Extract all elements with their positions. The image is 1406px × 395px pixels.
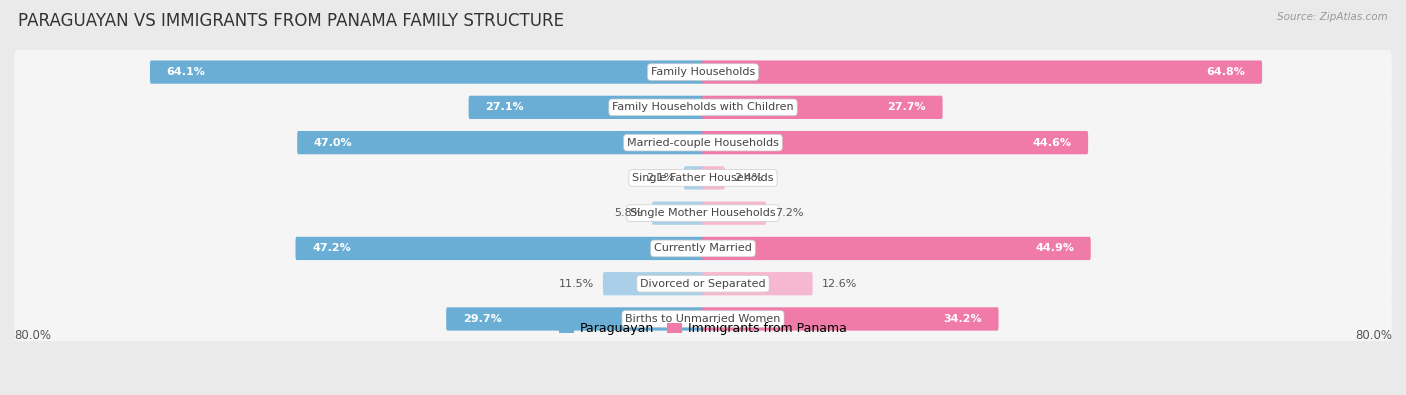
FancyBboxPatch shape — [14, 50, 1392, 94]
FancyBboxPatch shape — [702, 237, 1091, 260]
FancyBboxPatch shape — [683, 166, 704, 190]
Text: 64.1%: 64.1% — [166, 67, 205, 77]
Text: Married-couple Households: Married-couple Households — [627, 137, 779, 148]
Text: Single Father Households: Single Father Households — [633, 173, 773, 183]
Text: 2.1%: 2.1% — [647, 173, 675, 183]
FancyBboxPatch shape — [702, 201, 766, 225]
Text: 80.0%: 80.0% — [14, 329, 51, 342]
FancyBboxPatch shape — [468, 96, 704, 119]
Text: 7.2%: 7.2% — [775, 208, 804, 218]
Text: 27.7%: 27.7% — [887, 102, 927, 112]
FancyBboxPatch shape — [14, 226, 1392, 271]
FancyBboxPatch shape — [702, 272, 813, 295]
Text: 27.1%: 27.1% — [485, 102, 524, 112]
Text: 2.4%: 2.4% — [734, 173, 762, 183]
Text: Source: ZipAtlas.com: Source: ZipAtlas.com — [1277, 12, 1388, 22]
Text: 47.2%: 47.2% — [312, 243, 350, 254]
Text: Births to Unmarried Women: Births to Unmarried Women — [626, 314, 780, 324]
FancyBboxPatch shape — [702, 96, 942, 119]
Text: 47.0%: 47.0% — [314, 137, 353, 148]
Text: 80.0%: 80.0% — [1355, 329, 1392, 342]
FancyBboxPatch shape — [702, 131, 1088, 154]
FancyBboxPatch shape — [150, 60, 704, 84]
Text: 34.2%: 34.2% — [943, 314, 981, 324]
Text: Family Households with Children: Family Households with Children — [612, 102, 794, 112]
FancyBboxPatch shape — [14, 297, 1392, 341]
Text: 5.8%: 5.8% — [614, 208, 643, 218]
Text: Single Mother Households: Single Mother Households — [630, 208, 776, 218]
FancyBboxPatch shape — [702, 166, 724, 190]
FancyBboxPatch shape — [603, 272, 704, 295]
Text: PARAGUAYAN VS IMMIGRANTS FROM PANAMA FAMILY STRUCTURE: PARAGUAYAN VS IMMIGRANTS FROM PANAMA FAM… — [18, 12, 564, 30]
Text: 64.8%: 64.8% — [1206, 67, 1246, 77]
Text: 29.7%: 29.7% — [463, 314, 502, 324]
Text: 44.6%: 44.6% — [1032, 137, 1071, 148]
FancyBboxPatch shape — [14, 156, 1392, 200]
FancyBboxPatch shape — [297, 131, 704, 154]
FancyBboxPatch shape — [652, 201, 704, 225]
FancyBboxPatch shape — [14, 120, 1392, 165]
Text: Currently Married: Currently Married — [654, 243, 752, 254]
Text: 44.9%: 44.9% — [1035, 243, 1074, 254]
FancyBboxPatch shape — [295, 237, 704, 260]
Text: Divorced or Separated: Divorced or Separated — [640, 279, 766, 289]
Text: Family Households: Family Households — [651, 67, 755, 77]
FancyBboxPatch shape — [702, 307, 998, 331]
Text: 11.5%: 11.5% — [558, 279, 593, 289]
FancyBboxPatch shape — [14, 85, 1392, 130]
FancyBboxPatch shape — [702, 60, 1263, 84]
FancyBboxPatch shape — [14, 261, 1392, 306]
Text: 12.6%: 12.6% — [823, 279, 858, 289]
Legend: Paraguayan, Immigrants from Panama: Paraguayan, Immigrants from Panama — [554, 317, 852, 340]
FancyBboxPatch shape — [14, 191, 1392, 235]
FancyBboxPatch shape — [446, 307, 704, 331]
